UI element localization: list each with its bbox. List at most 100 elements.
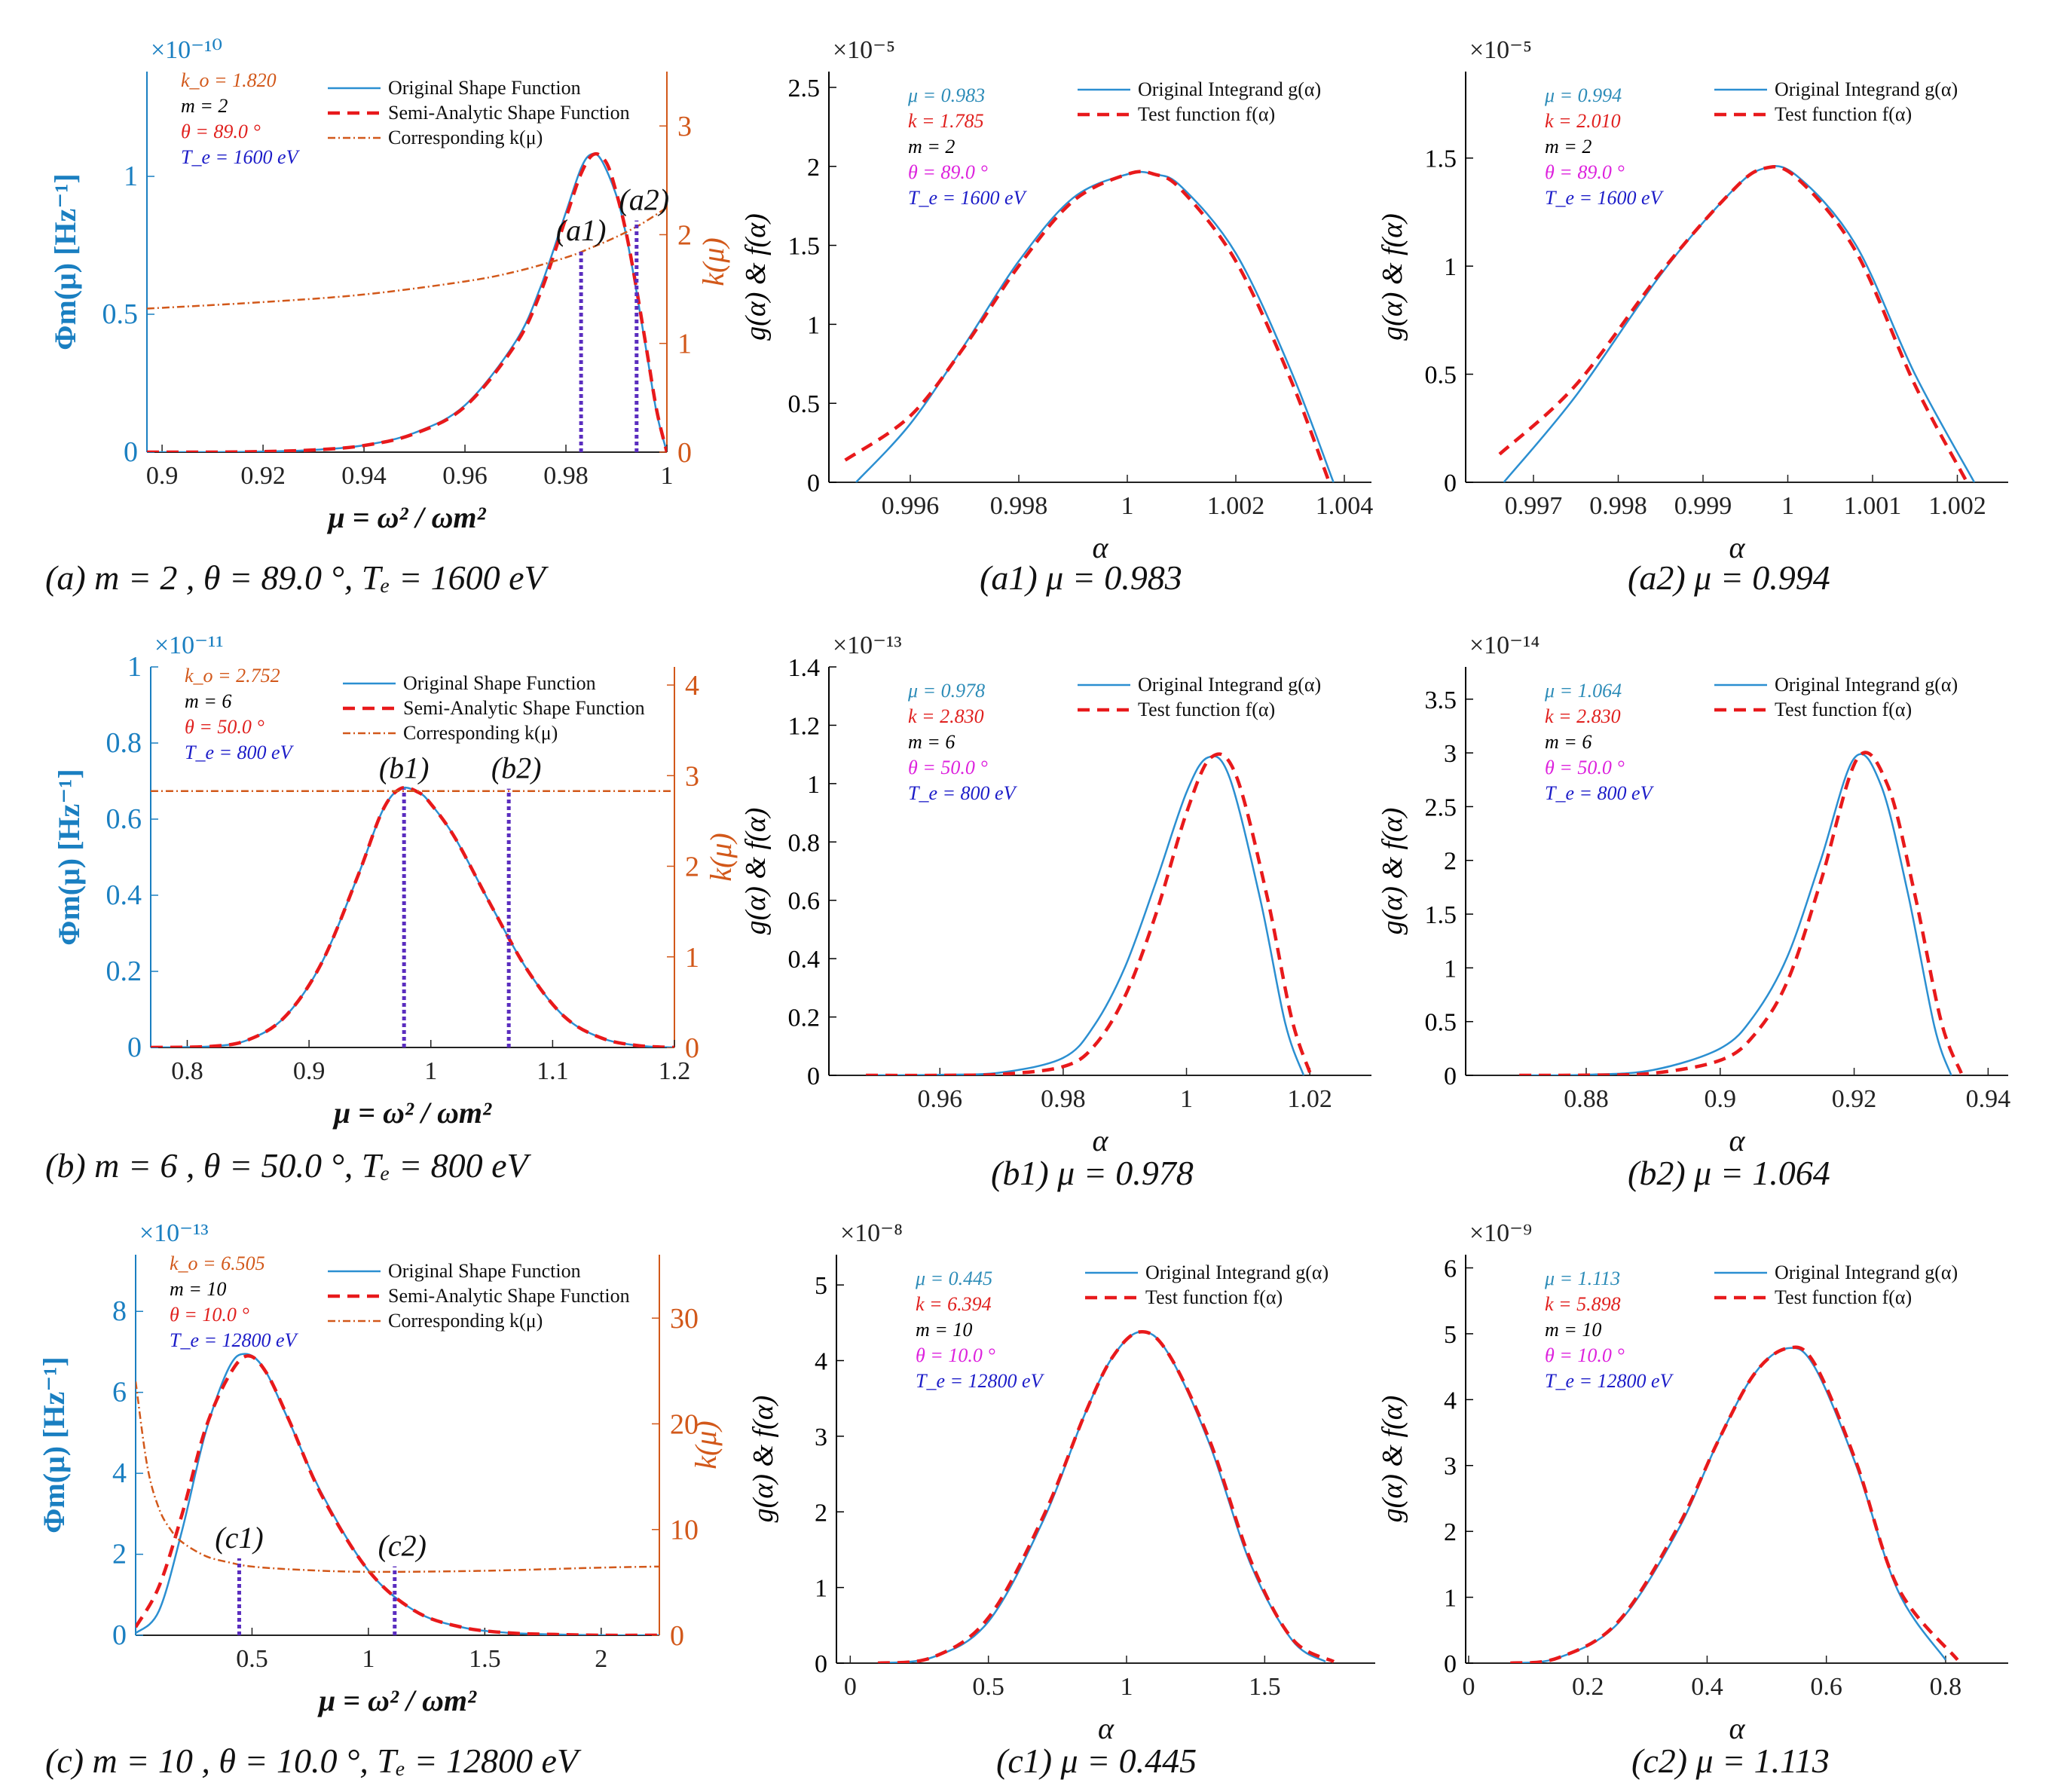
panel-caption: (b1) μ = 0.978 [991,1154,1194,1192]
y-tick-label: 3 [1444,740,1457,768]
y-axis-label: g(α) & f(α) [1377,808,1408,935]
x-tick-label: 0.5 [972,1673,1004,1701]
y-tick-label: 0.2 [106,956,142,987]
y-tick-label: 2.5 [788,75,821,102]
y-tick-label: 0 [807,1063,820,1090]
y2-tick-label: 3 [677,111,692,142]
x-tick-label: 1.02 [1287,1085,1332,1113]
x-tick-label: 1.002 [1928,492,1986,520]
legend-label: Original Integrand g(α) [1138,674,1321,696]
param-text: θ = 10.0 ° [1545,1344,1625,1366]
x-axis-label: α [1093,531,1109,564]
param-text: m = 2 [908,136,955,157]
exponent-label: ×10⁻¹³ [139,1219,209,1247]
legend-label: Original Integrand g(α) [1775,1261,1958,1283]
y-tick-label: 0.8 [106,727,142,759]
legend-label: Original Shape Function [403,672,596,694]
x-tick-label: 0 [844,1673,857,1701]
param-text: θ = 10.0 ° [170,1304,249,1326]
y-tick-label: 1.5 [788,233,821,261]
y-tick-label: 2 [112,1539,127,1570]
x-tick-label: 0.98 [1041,1085,1086,1113]
y-tick-label: 0 [127,1032,142,1063]
panel-c2: 0 0.2 0.4 0.6 0.8 0 1 2 3 4 5 6 ×10⁻⁹ α g(α) & f(α) μ =… [1377,1219,2008,1780]
x-axis-label: μ = ω² / ωm² [332,1096,492,1130]
y-tick-label: 1 [124,161,138,192]
y-axis-label: g(α) & f(α) [748,1396,779,1523]
x-tick-label: 2 [595,1645,607,1673]
y-tick-label: 0.2 [788,1005,821,1032]
y2-tick-label: 30 [670,1303,699,1335]
marker-label: (b1) [379,751,430,785]
series-line-1 [151,785,674,1047]
x-axis-label: α [1729,1124,1746,1157]
exponent-label: ×10⁻¹³ [833,631,902,659]
y-tick-label: 2 [815,1499,827,1527]
y-axis-label: Φm(μ) [Hz⁻¹] [52,769,86,945]
y-tick-label: 2 [1444,1518,1457,1546]
x-tick-label: 1 [1121,492,1134,520]
legend-label: Semi-Analytic Shape Function [403,697,645,719]
x-tick-label: 1 [661,462,674,490]
param-text: T_e = 800 eV [908,782,1018,804]
y-axis-label: g(α) & f(α) [740,213,772,341]
panel-caption: (b2) μ = 1.064 [1628,1154,1830,1192]
y2-tick-label: 4 [685,670,699,702]
y2-tick-label: 3 [685,760,699,792]
panel-caption: (c2) μ = 1.113 [1631,1742,1830,1780]
y2-tick-label: 1 [677,329,692,360]
legend-label: Test function f(α) [1138,103,1275,125]
y-tick-label: 0 [1444,469,1457,497]
param-text: T_e = 12800 eV [1545,1370,1674,1392]
y-tick-label: 1.5 [1425,145,1457,173]
x-tick-label: 0.96 [918,1085,963,1113]
x-axis-label: μ = ω² / ωm² [326,500,486,534]
legend-label: Semi-Analytic Shape Function [388,1285,630,1307]
panel-caption: (a) m = 2 , θ = 89.0 °, Tₑ = 1600 eV [45,558,549,597]
param-text: k = 6.394 [916,1293,992,1315]
param-text: m = 10 [916,1319,972,1341]
y-tick-label: 0.5 [788,390,821,418]
legend-label: Corresponding k(μ) [388,127,543,148]
y-tick-label: 1 [127,651,142,683]
marker-label: (b2) [491,751,542,785]
series-line-0 [136,1353,659,1635]
x-tick-label: 0.6 [1810,1673,1842,1701]
x-tick-label: 1 [1180,1085,1193,1113]
series-line-1 [877,1330,1335,1663]
y-tick-label: 1.2 [788,712,821,740]
x-tick-label: 1.5 [1249,1673,1281,1701]
legend-label: Original Shape Function [388,77,581,99]
x-tick-label: 0.5 [236,1645,268,1673]
y2-axis-label: k(μ) [696,237,730,286]
y-axis-label: g(α) & f(α) [1377,1396,1408,1523]
y2-tick-label: 20 [670,1408,699,1440]
param-text: m = 2 [1545,136,1591,157]
x-axis-label: α [1729,531,1746,564]
x-tick-label: 1 [1121,1673,1133,1701]
series-line-0 [1510,1347,1946,1663]
y-tick-label: 0.5 [1425,362,1457,390]
param-text: θ = 89.0 ° [908,161,988,183]
param-text: μ = 0.445 [915,1268,992,1289]
param-text: μ = 1.064 [1544,680,1622,702]
legend-label: Corresponding k(μ) [388,1310,543,1332]
param-text: T_e = 800 eV [185,742,295,763]
param-text: μ = 0.983 [907,84,985,106]
param-text: k_o = 2.752 [185,665,280,687]
legend-label: Test function f(α) [1775,699,1912,720]
y-tick-label: 8 [112,1295,127,1327]
x-tick-label: 1 [362,1645,375,1673]
y-axis-label: g(α) & f(α) [1377,213,1408,341]
x-axis-label: α [1093,1124,1109,1157]
param-text: m = 6 [908,731,955,753]
series-line-0 [151,786,674,1047]
exponent-label: ×10⁻¹⁴ [1469,631,1540,659]
panel-c1: 0 0.5 1 1.5 0 1 2 3 4 5 ×10⁻⁸ α g(α) & f(α) μ = 0.445… [748,1219,1375,1780]
legend-label: Original Integrand g(α) [1138,78,1321,100]
exponent-label: ×10⁻⁸ [840,1219,903,1247]
x-tick-label: 1 [424,1057,437,1085]
y-tick-label: 4 [1444,1387,1457,1414]
series-line-0 [1519,753,1952,1075]
